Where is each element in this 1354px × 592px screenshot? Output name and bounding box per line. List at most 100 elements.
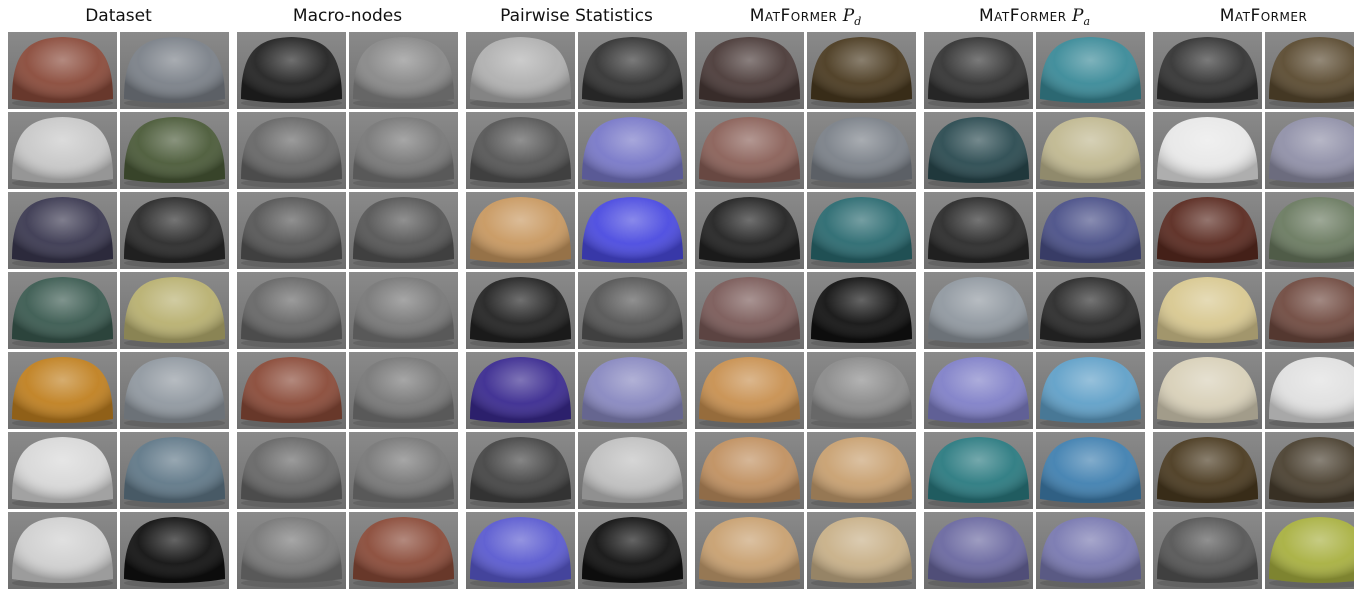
material-tile (1153, 512, 1262, 589)
column-header: MatFormer Pd (695, 2, 916, 30)
material-tile (349, 272, 458, 349)
column-header: Pairwise Statistics (466, 2, 687, 30)
material-tile (349, 112, 458, 189)
material-tile (578, 352, 687, 429)
material-tile (237, 112, 346, 189)
material-tile (120, 352, 229, 429)
material-tile (237, 32, 346, 109)
material-tile (578, 32, 687, 109)
material-tile (8, 112, 117, 189)
sub: a (1083, 15, 1091, 28)
material-tile (1265, 192, 1354, 269)
material-tile (466, 432, 575, 509)
material-tile (1265, 352, 1354, 429)
material-tile (120, 512, 229, 589)
material-tile (578, 192, 687, 269)
material-tile (1265, 432, 1354, 509)
material-tile (466, 112, 575, 189)
sc: MatFormer (749, 6, 838, 26)
sc: MatFormer (1219, 6, 1308, 26)
tile-grid (8, 32, 1354, 589)
material-tile (924, 32, 1033, 109)
material-tile (8, 432, 117, 509)
material-tile (1036, 192, 1145, 269)
material-tile (349, 192, 458, 269)
material-tile (1036, 112, 1145, 189)
material-tile (695, 352, 804, 429)
material-tile (578, 512, 687, 589)
material-tile (1036, 32, 1145, 109)
material-tile (695, 112, 804, 189)
material-tile (807, 32, 916, 109)
material-tile (807, 432, 916, 509)
text: Dataset (85, 6, 152, 26)
material-tile (1265, 112, 1354, 189)
material-tile (1153, 112, 1262, 189)
material-tile (807, 192, 916, 269)
material-tile (8, 272, 117, 349)
material-tile (807, 352, 916, 429)
material-tile (1265, 512, 1354, 589)
material-tile (924, 192, 1033, 269)
material-tile (8, 352, 117, 429)
material-tile (120, 272, 229, 349)
material-tile (466, 192, 575, 269)
material-tile (924, 272, 1033, 349)
material-tile (1153, 192, 1262, 269)
material-tile (237, 192, 346, 269)
material-tile (695, 512, 804, 589)
material-tile (349, 432, 458, 509)
material-tile (466, 352, 575, 429)
material-tile (695, 192, 804, 269)
material-tile (120, 112, 229, 189)
column-header: Dataset (8, 2, 229, 30)
material-tile (349, 512, 458, 589)
column-header: MatFormer (1153, 2, 1354, 30)
material-tile (349, 32, 458, 109)
material-tile (1036, 432, 1145, 509)
material-tile (807, 512, 916, 589)
material-tile (466, 32, 575, 109)
material-tile (8, 32, 117, 109)
material-tile (237, 512, 346, 589)
material-tile (1153, 272, 1262, 349)
sym: P (1072, 6, 1084, 26)
material-tile (1036, 352, 1145, 429)
material-tile (466, 512, 575, 589)
sc: MatFormer (978, 6, 1067, 26)
material-tile (120, 192, 229, 269)
material-tile (1265, 32, 1354, 109)
sub: d (854, 15, 862, 28)
material-tile (807, 112, 916, 189)
material-tile (8, 192, 117, 269)
column-header: Macro-nodes (237, 2, 458, 30)
material-tile (695, 272, 804, 349)
material-tile (1036, 512, 1145, 589)
material-tile (807, 272, 916, 349)
material-tile (8, 512, 117, 589)
material-tile (924, 352, 1033, 429)
text: Macro-nodes (292, 6, 403, 26)
material-tile (237, 352, 346, 429)
material-tile (695, 432, 804, 509)
material-tile (1153, 432, 1262, 509)
material-tile (578, 272, 687, 349)
material-tile (924, 112, 1033, 189)
material-tile (120, 432, 229, 509)
material-tile (1153, 352, 1262, 429)
material-tile (924, 432, 1033, 509)
column-header: MatFormer Pa (924, 2, 1145, 30)
text: Pairwise Statistics (500, 6, 653, 26)
material-tile (695, 32, 804, 109)
material-tile (1036, 272, 1145, 349)
material-tile (924, 512, 1033, 589)
material-tile (237, 432, 346, 509)
material-tile (349, 352, 458, 429)
sym: P (842, 6, 855, 26)
material-tile (578, 432, 687, 509)
material-tile (120, 32, 229, 109)
material-tile (1265, 272, 1354, 349)
material-tile (237, 272, 346, 349)
material-tile (1153, 32, 1262, 109)
